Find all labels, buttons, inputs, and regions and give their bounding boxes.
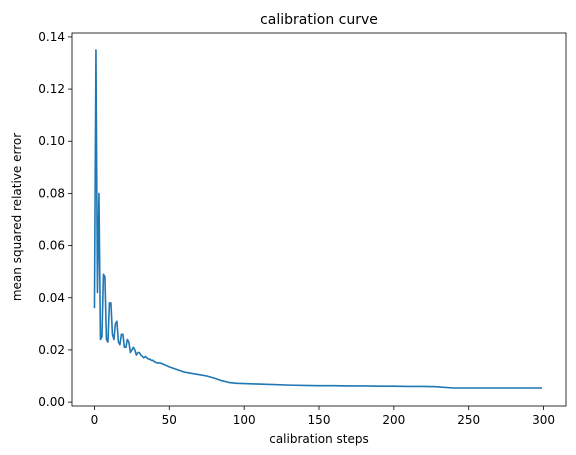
x-tick-label: 300 — [532, 413, 555, 427]
y-tick-label: 0.10 — [38, 134, 65, 148]
x-tick-label: 50 — [162, 413, 177, 427]
x-tick-label: 100 — [233, 413, 256, 427]
series-line — [93, 49, 543, 389]
y-tick-label: 0.06 — [38, 239, 65, 253]
y-axis-label: mean squared relative error — [10, 133, 24, 301]
y-tick-label: 0.12 — [38, 82, 65, 96]
plot-area: 0 50 100 150 200 250 300 0.00 0.02 0.04 0.06 0.08 0.… — [38, 30, 567, 427]
y-tick-label: 0.02 — [38, 343, 65, 357]
x-tick-label: 150 — [308, 413, 331, 427]
x-tick-label: 200 — [382, 413, 405, 427]
x-tick-label: 250 — [457, 413, 480, 427]
y-tick-label: 0.04 — [38, 291, 65, 305]
chart-title: calibration curve — [260, 12, 378, 28]
y-tick-label: 0.08 — [38, 186, 65, 200]
x-tick-label: 0 — [91, 413, 99, 427]
x-axis-label: calibration steps — [269, 432, 369, 446]
y-tick-label: 0.14 — [38, 30, 65, 44]
y-tick-label: 0.00 — [38, 395, 65, 409]
